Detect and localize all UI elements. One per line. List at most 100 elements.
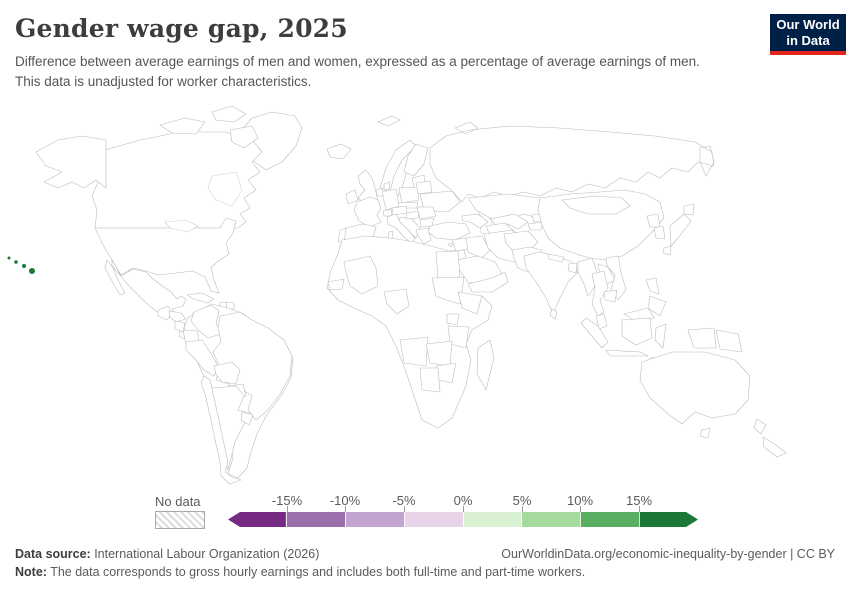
country-finland[interactable] bbox=[403, 143, 429, 177]
country-canada-baffin[interactable] bbox=[229, 125, 259, 149]
country-benelux[interactable] bbox=[375, 187, 384, 197]
legend-tickmark bbox=[580, 506, 581, 512]
hudson-bay bbox=[207, 171, 243, 207]
country-russia[interactable] bbox=[429, 121, 715, 203]
country-sudan[interactable] bbox=[431, 276, 465, 305]
legend-tick--15: -15% bbox=[271, 493, 303, 508]
country-germany[interactable] bbox=[381, 188, 400, 211]
country-usa[interactable] bbox=[94, 217, 237, 294]
owid-logo-line1: Our World bbox=[776, 17, 840, 32]
country-uruguay[interactable] bbox=[240, 411, 254, 426]
country-canada-arctic-2[interactable] bbox=[211, 105, 247, 123]
country-south-korea[interactable] bbox=[653, 225, 666, 240]
country-tanzania[interactable] bbox=[447, 325, 470, 349]
country-sri-lanka[interactable] bbox=[549, 308, 558, 320]
chart-subtitle: Difference between average earnings of m… bbox=[15, 54, 700, 89]
country-iraq[interactable] bbox=[465, 235, 491, 259]
note-label: Note: bbox=[15, 565, 47, 579]
country-madagascar[interactable] bbox=[476, 339, 495, 391]
legend-bin-5[interactable] bbox=[521, 512, 581, 527]
country-cambodia[interactable] bbox=[603, 289, 618, 303]
country-indonesia[interactable] bbox=[580, 317, 717, 361]
country-philippines[interactable] bbox=[645, 277, 667, 317]
canonical-url[interactable]: OurWorldinData.org/economic-inequality-b… bbox=[501, 547, 835, 561]
country-ireland[interactable] bbox=[345, 189, 359, 205]
data-source-label: Data source: bbox=[15, 547, 91, 561]
country-canada-arctic-1[interactable] bbox=[159, 117, 206, 135]
country-romania[interactable] bbox=[416, 206, 437, 220]
legend-tickmark bbox=[522, 506, 523, 512]
country-usa-alaska[interactable] bbox=[35, 135, 107, 189]
country-usa-hawaii-2[interactable] bbox=[14, 260, 18, 264]
country-japan[interactable] bbox=[662, 203, 695, 256]
country-usa-hawaii-4[interactable] bbox=[29, 268, 35, 274]
country-svalbard[interactable] bbox=[377, 115, 401, 127]
country-bangladesh[interactable] bbox=[567, 262, 578, 274]
country-nigeria[interactable] bbox=[383, 288, 410, 315]
legend-tick--10: -10% bbox=[329, 493, 361, 508]
country-mexico[interactable] bbox=[104, 259, 187, 319]
country-usa-hawaii-3[interactable] bbox=[22, 264, 26, 268]
country-honduras[interactable] bbox=[168, 310, 187, 323]
country-cuba[interactable] bbox=[186, 292, 215, 304]
country-hungary[interactable] bbox=[405, 210, 420, 220]
country-cyprus[interactable] bbox=[447, 242, 455, 248]
country-botswana[interactable] bbox=[419, 367, 441, 393]
page-title: Gender wage gap, 2025 bbox=[15, 14, 348, 43]
legend-bin-2[interactable] bbox=[344, 512, 404, 527]
country-chile[interactable] bbox=[200, 375, 242, 485]
country-australia[interactable] bbox=[639, 351, 751, 439]
note-text: The data corresponds to gross hourly ear… bbox=[46, 565, 586, 579]
country-uganda[interactable] bbox=[446, 313, 460, 326]
country-mongolia[interactable] bbox=[561, 195, 631, 215]
country-egypt[interactable] bbox=[435, 250, 461, 279]
note-line: Note: The data corresponds to gross hour… bbox=[15, 565, 835, 579]
country-france[interactable] bbox=[353, 196, 382, 228]
country-tajikistan[interactable] bbox=[527, 221, 544, 231]
legend-tick--5: -5% bbox=[392, 493, 416, 508]
country-greece[interactable] bbox=[415, 227, 432, 245]
country-yemen-oman[interactable] bbox=[467, 271, 509, 293]
country-brazil[interactable] bbox=[212, 311, 293, 421]
country-senegal[interactable] bbox=[327, 278, 345, 291]
country-guatemala[interactable] bbox=[157, 305, 173, 321]
country-india[interactable] bbox=[523, 251, 579, 315]
country-peru[interactable] bbox=[185, 339, 219, 377]
great-lakes bbox=[164, 219, 199, 233]
country-papua-new-guinea[interactable] bbox=[715, 329, 743, 353]
country-turkey[interactable] bbox=[427, 221, 471, 241]
country-myanmar[interactable] bbox=[577, 257, 598, 297]
country-mali[interactable] bbox=[343, 255, 379, 295]
legend-no-data-swatch[interactable] bbox=[155, 511, 205, 529]
country-angola[interactable] bbox=[399, 336, 429, 367]
country-thailand[interactable] bbox=[591, 270, 609, 317]
country-caucasus[interactable] bbox=[461, 213, 489, 229]
country-zambia[interactable] bbox=[425, 340, 453, 367]
country-belarus[interactable] bbox=[415, 180, 433, 195]
country-new-zealand[interactable] bbox=[753, 418, 787, 458]
country-poland[interactable] bbox=[398, 186, 420, 204]
country-nepal[interactable] bbox=[547, 253, 565, 263]
legend-bin-4[interactable] bbox=[462, 512, 522, 527]
legend-bin-1[interactable] bbox=[285, 512, 345, 527]
legend-tick-15: 15% bbox=[625, 493, 653, 508]
country-iceland[interactable] bbox=[326, 143, 352, 160]
legend-bin-6[interactable] bbox=[580, 512, 640, 527]
legend-bin-7[interactable] bbox=[639, 512, 698, 527]
country-ethiopia[interactable] bbox=[457, 291, 483, 315]
owid-logo[interactable]: Our World in Data bbox=[770, 14, 846, 55]
chart-footer: Data source: International Labour Organi… bbox=[15, 547, 835, 579]
legend-tickmark bbox=[463, 506, 464, 512]
country-bolivia[interactable] bbox=[213, 361, 241, 385]
country-vietnam[interactable] bbox=[605, 255, 627, 301]
country-switzerland[interactable] bbox=[382, 208, 393, 217]
legend-bin-0[interactable] bbox=[228, 512, 286, 527]
legend-tick-0: 0% bbox=[453, 493, 473, 508]
country-malaysia[interactable] bbox=[595, 307, 655, 330]
country-dominican-republic[interactable] bbox=[225, 301, 235, 310]
country-usa-hawaii-1[interactable] bbox=[7, 256, 11, 260]
legend-bin-3[interactable] bbox=[403, 512, 463, 527]
country-denmark[interactable] bbox=[383, 181, 391, 191]
